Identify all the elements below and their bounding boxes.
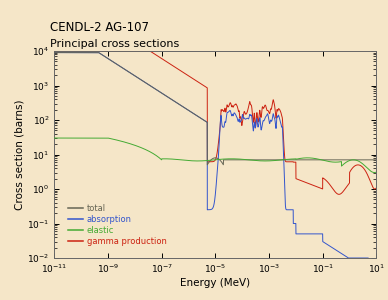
Text: CENDL-2 AG-107: CENDL-2 AG-107 <box>50 21 149 34</box>
Text: Principal cross sections: Principal cross sections <box>50 39 180 49</box>
Y-axis label: Cross section (barns): Cross section (barns) <box>14 99 24 210</box>
X-axis label: Energy (MeV): Energy (MeV) <box>180 278 250 288</box>
Legend: total, absorption, elastic, gamma production: total, absorption, elastic, gamma produc… <box>65 201 170 250</box>
